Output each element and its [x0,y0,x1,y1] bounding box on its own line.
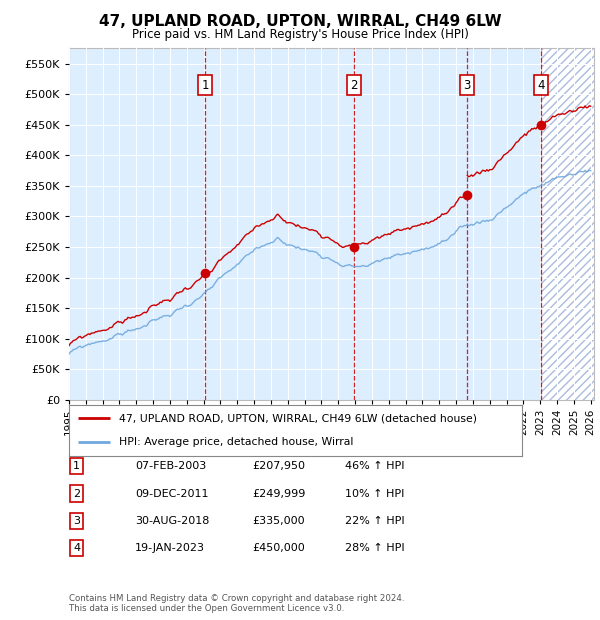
Text: £335,000: £335,000 [252,516,305,526]
Text: 3: 3 [73,516,80,526]
Text: Price paid vs. HM Land Registry's House Price Index (HPI): Price paid vs. HM Land Registry's House … [131,28,469,41]
Bar [541,48,600,400]
Text: 28% ↑ HPI: 28% ↑ HPI [345,543,404,553]
Text: 30-AUG-2018: 30-AUG-2018 [135,516,209,526]
Text: 10% ↑ HPI: 10% ↑ HPI [345,489,404,498]
Text: 07-FEB-2003: 07-FEB-2003 [135,461,206,471]
Text: £450,000: £450,000 [252,543,305,553]
Text: 47, UPLAND ROAD, UPTON, WIRRAL, CH49 6LW: 47, UPLAND ROAD, UPTON, WIRRAL, CH49 6LW [98,14,502,29]
Text: 22% ↑ HPI: 22% ↑ HPI [345,516,404,526]
Bar [52,48,541,400]
Text: 19-JAN-2023: 19-JAN-2023 [135,543,205,553]
Text: 4: 4 [537,79,545,92]
Text: £249,999: £249,999 [252,489,305,498]
Text: 2: 2 [350,79,358,92]
Text: 1: 1 [202,79,209,92]
Text: 4: 4 [73,543,80,553]
Text: 2: 2 [73,489,80,498]
Text: 09-DEC-2011: 09-DEC-2011 [135,489,209,498]
Text: 3: 3 [463,79,471,92]
Text: 1: 1 [73,461,80,471]
Text: Contains HM Land Registry data © Crown copyright and database right 2024.: Contains HM Land Registry data © Crown c… [69,593,404,603]
Text: HPI: Average price, detached house, Wirral: HPI: Average price, detached house, Wirr… [119,438,353,448]
Text: This data is licensed under the Open Government Licence v3.0.: This data is licensed under the Open Gov… [69,603,344,613]
Text: £207,950: £207,950 [252,461,305,471]
Bar [541,48,600,400]
Text: 47, UPLAND ROAD, UPTON, WIRRAL, CH49 6LW (detached house): 47, UPLAND ROAD, UPTON, WIRRAL, CH49 6LW… [119,413,477,423]
Text: 46% ↑ HPI: 46% ↑ HPI [345,461,404,471]
